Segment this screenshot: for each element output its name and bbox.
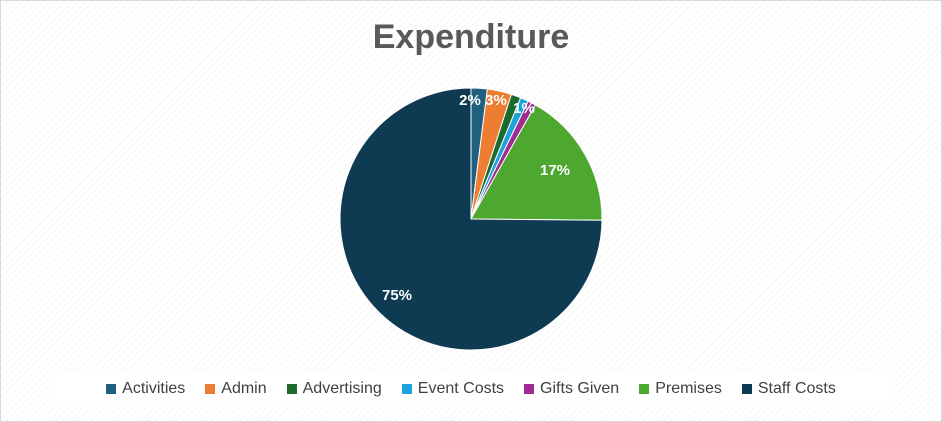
- data-label-premises: 17%: [540, 162, 570, 179]
- legend-label: Gifts Given: [540, 380, 620, 397]
- legend-item-activities: Activities: [106, 380, 185, 398]
- legend-swatch: [286, 384, 297, 394]
- chart-legend: Activities Admin Advertising Event Costs Gif…: [49, 372, 893, 406]
- data-label-event-costs: 1%: [513, 100, 535, 117]
- chart-title: Expenditure: [372, 18, 570, 56]
- legend-swatch: [524, 384, 535, 394]
- pie-slices: [339, 87, 603, 351]
- legend-item-event-costs: Event Costs: [401, 380, 505, 398]
- legend-label: Staff Costs: [757, 380, 836, 397]
- data-label-activities: 2%: [459, 92, 481, 109]
- legend-label: Activities: [122, 380, 186, 397]
- legend-swatch: [639, 384, 650, 394]
- legend-label: Advertising: [302, 380, 382, 397]
- pie-data-labels: 2% 3% 1% 17% 75%: [382, 92, 570, 304]
- legend-swatch: [205, 384, 216, 394]
- legend-item-admin: Admin: [205, 380, 267, 398]
- legend-swatch: [741, 384, 752, 394]
- legend-label: Event Costs: [417, 380, 505, 397]
- legend-label: Admin: [221, 380, 267, 397]
- legend-swatch: [401, 384, 412, 394]
- legend-swatch: [106, 384, 117, 394]
- legend-item-advertising: Advertising: [286, 380, 382, 398]
- pie-slice-premises: [470, 104, 603, 221]
- data-label-staff-costs: 75%: [382, 287, 412, 304]
- legend-item-premises: Premises: [639, 380, 722, 398]
- legend-item-gifts-given: Gifts Given: [524, 380, 619, 398]
- legend-item-staff-costs: Staff Costs: [741, 380, 836, 398]
- legend-label: Premises: [655, 380, 722, 397]
- pie-slice-staff-costs: [339, 87, 603, 351]
- data-label-admin: 3%: [485, 92, 507, 109]
